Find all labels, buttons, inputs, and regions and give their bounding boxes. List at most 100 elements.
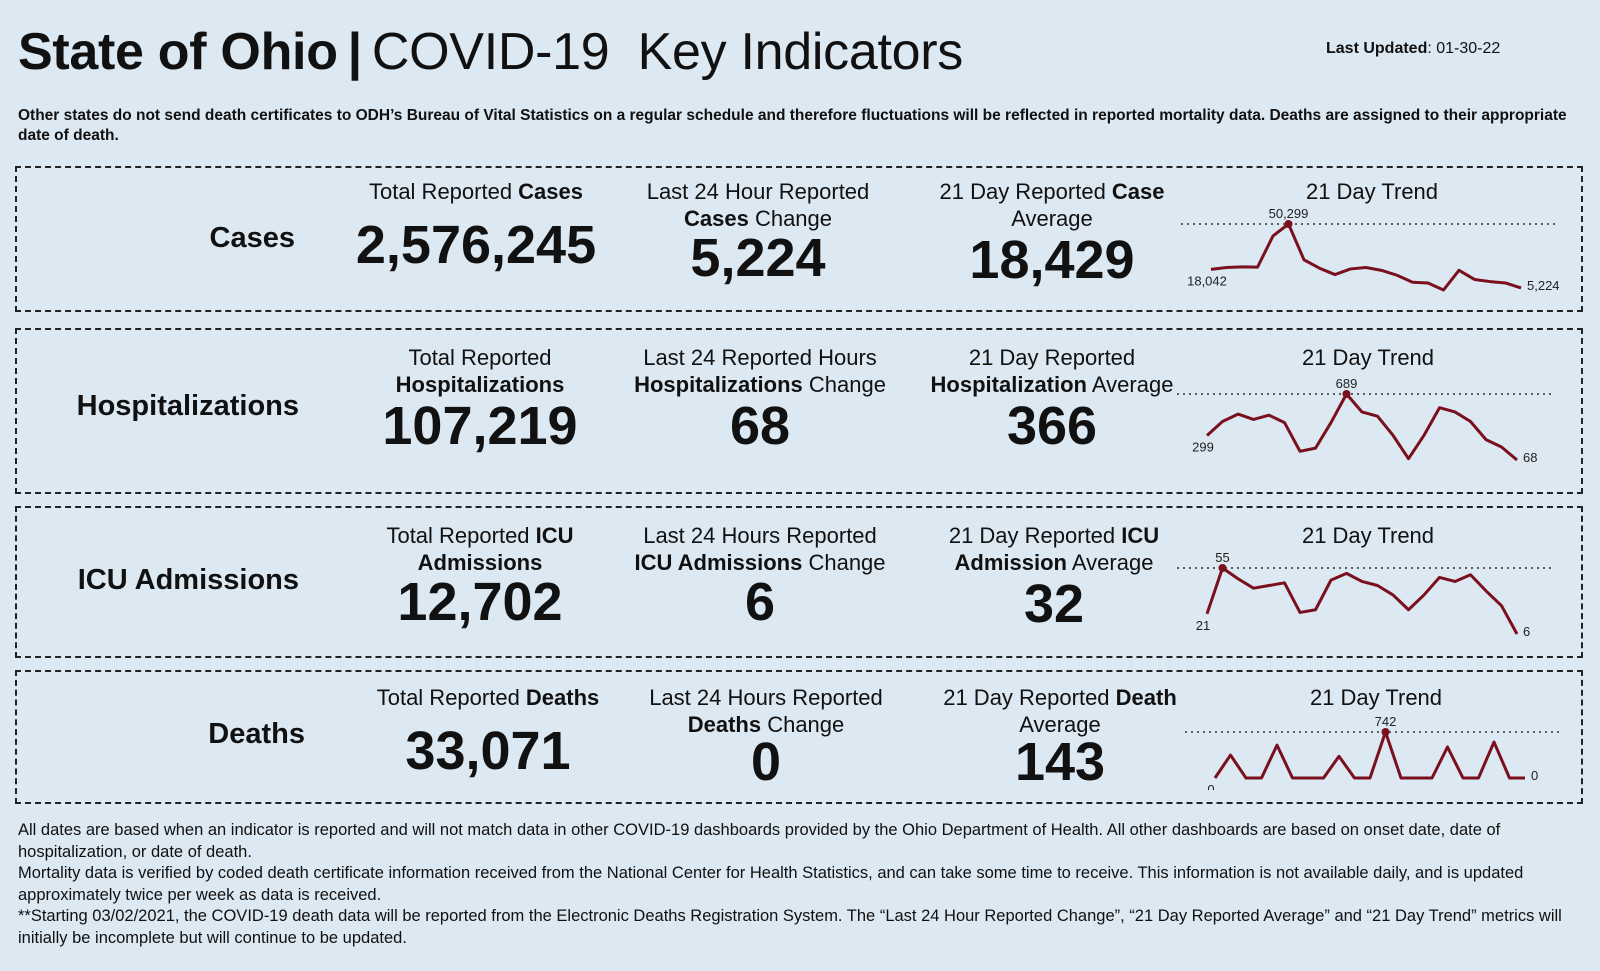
cases-avg-title-post: Average	[1011, 206, 1093, 231]
hospitalizations-avg-metric: 21 Day Reported Hospitalization Average 3…	[917, 344, 1187, 456]
last-updated-label: Last Updated	[1326, 40, 1428, 57]
icu-change-metric: Last 24 Hours Reported ICU Admissions Cha…	[625, 522, 895, 632]
cases-total-metric: Total Reported Cases 2,576,245	[341, 178, 611, 275]
hospitalizations-trend-line	[1205, 392, 1518, 462]
deaths-row-label: Deaths	[208, 718, 305, 750]
hospitalizations-trend-title: 21 Day Trend	[1301, 345, 1435, 370]
icu-change-value: 6	[744, 572, 776, 632]
hospitalizations-change-title-post: Change	[802, 372, 886, 397]
hospitalizations-avg-title: 21 Day Reported Hospitalization Average	[917, 344, 1187, 398]
bottom-note-1: All dates are based when an indicator is…	[18, 821, 1501, 861]
hospitalizations-total-value: 107,219	[382, 396, 578, 456]
icu-avg-title-bold: ICU	[1121, 523, 1160, 548]
icu-change-title: Last 24 Hours Reported ICU Admissions Cha…	[625, 522, 895, 576]
cases-trend-end-label: 5,224	[1527, 278, 1560, 293]
cases-avg-title: 21 Day Reported Case Average	[917, 178, 1187, 232]
top-disclaimer: Other states do not send death certifica…	[18, 107, 1567, 144]
icu-row-label: ICU Admissions	[77, 564, 299, 596]
icu-change-title-post: Change	[802, 550, 886, 575]
deaths-change-metric: Last 24 Hours Reported Deaths Change 0	[631, 684, 901, 792]
icu-change-title-text: Last 24 Hours Reported	[643, 523, 877, 548]
deaths-avg-title-post: Average	[1019, 712, 1101, 737]
bottom-notes: All dates are based when an indicator is…	[18, 820, 1588, 949]
hospitalizations-trend-point	[1342, 390, 1351, 398]
icu-total-title-bold: ICU	[535, 523, 574, 548]
icu-total-metric: Total Reported ICU Admissions 12,702	[345, 522, 615, 632]
hospitalizations-avg-title-bold: Hospitalization	[930, 372, 1087, 397]
cases-avg-value: 18,429	[969, 230, 1135, 290]
deaths-avg-title-text: 21 Day Reported	[943, 685, 1116, 710]
icu-trend-start-label: 21	[1196, 618, 1210, 633]
cases-total-value: 2,576,245	[355, 215, 597, 275]
cases-avg-title-text: 21 Day Reported	[939, 179, 1112, 204]
hospitalizations-avg-title-post: Average	[1087, 372, 1174, 397]
hospitalizations-change-value: 68	[729, 396, 791, 456]
deaths-change-value: 0	[750, 732, 782, 792]
deaths-panel: Deaths Total Reported Deaths 33,071 Last…	[15, 670, 1583, 804]
cases-total-title: Total Reported Cases	[341, 178, 611, 205]
icu-trend-end-label: 6	[1523, 624, 1530, 639]
deaths-avg-title: 21 Day Reported Death Average	[925, 684, 1195, 738]
hospitalizations-panel: Hospitalizations Total Reported Hospitali…	[15, 328, 1583, 494]
deaths-change-title: Last 24 Hours Reported Deaths Change	[631, 684, 901, 738]
cases-trend-line	[1210, 222, 1522, 292]
cases-total-title-text: Total Reported	[368, 179, 519, 204]
cases-trend: 21 Day Trend 18,042 50,299 5,224	[1181, 178, 1563, 293]
header: State of Ohio | COVID-19 Key Indicators La…	[18, 18, 1578, 88]
last-updated: Last Updated: 01-30-22	[1326, 40, 1500, 58]
deaths-change-title-text: Last 24 Hours Reported	[649, 685, 883, 710]
deaths-total-title-bold: Deaths	[525, 685, 600, 710]
cases-change-title-post: Change	[748, 206, 833, 231]
hospitalizations-change-title-bold: Hospitalizations	[634, 372, 803, 397]
hospitalizations-trend-max-label: 689	[1336, 376, 1358, 391]
cases-trend-start-label: 18,042	[1187, 273, 1227, 288]
hospitalizations-change-title: Last 24 Reported Hours Hospitalizations C…	[625, 344, 895, 398]
cases-change-title-text: Last 24 Hour Reported	[646, 179, 870, 204]
deaths-avg-metric: 21 Day Reported Death Average 143	[925, 684, 1195, 792]
title-state: State of Ohio	[18, 23, 338, 81]
deaths-total-title: Total Reported Deaths	[353, 684, 623, 711]
icu-avg-metric: 21 Day Reported ICU Admission Average 32	[919, 522, 1189, 634]
cases-change-title-bold: Cases	[683, 206, 749, 231]
deaths-trend-point	[1381, 728, 1390, 736]
hospitalizations-avg-value: 366	[1006, 396, 1098, 456]
title-separator: |	[347, 23, 363, 81]
deaths-total-title-text: Total Reported	[376, 685, 526, 710]
deaths-trend-end-label: 0	[1531, 768, 1538, 783]
last-updated-value: : 01-30-22	[1427, 40, 1501, 57]
cases-change-title: Last 24 Hour Reported Cases Change	[623, 178, 893, 232]
icu-trend-point	[1218, 564, 1227, 572]
hospitalizations-change-title-text: Last 24 Reported Hours	[643, 345, 877, 370]
deaths-trend-chart: 0 742 0	[1185, 714, 1561, 790]
hospitalizations-trend-chart: 299 689 68	[1177, 376, 1553, 465]
icu-avg-title-text: 21 Day Reported	[948, 523, 1122, 548]
cases-trend-title: 21 Day Trend	[1305, 179, 1439, 204]
icu-trend-line	[1205, 566, 1519, 635]
cases-panel: Cases Total Reported Cases 2,576,245 Las…	[15, 166, 1583, 312]
hospitalizations-trend: 21 Day Trend 299 689 68	[1177, 344, 1559, 465]
cases-row-label: Cases	[209, 222, 295, 254]
deaths-change-title-post: Change	[761, 712, 845, 737]
icu-trend-max-label: 55	[1215, 550, 1229, 565]
deaths-total-value: 33,071	[405, 721, 571, 781]
deaths-trend-start-label: 0	[1207, 782, 1214, 790]
icu-avg-title-post: Average	[1067, 550, 1154, 575]
cases-trend-point	[1284, 220, 1293, 228]
icu-total-title-line2: Admissions	[417, 550, 543, 575]
icu-change-title-bold: ICU Admissions	[634, 550, 803, 575]
cases-change-metric: Last 24 Hour Reported Cases Change 5,224	[623, 178, 893, 288]
deaths-trend-max-label: 742	[1375, 714, 1397, 729]
hospitalizations-total-title-bold: Hospitalizations	[395, 372, 565, 397]
hospitalizations-change-metric: Last 24 Reported Hours Hospitalizations C…	[625, 344, 895, 456]
bottom-note-2: Mortality data is verified by coded deat…	[18, 864, 1524, 904]
deaths-trend-title: 21 Day Trend	[1309, 685, 1443, 710]
icu-total-title-text: Total Reported	[386, 523, 536, 548]
icu-trend: 21 Day Trend 21 55 6	[1177, 522, 1559, 639]
cases-avg-title-bold: Case	[1111, 179, 1165, 204]
page-title: State of Ohio | COVID-19 Key Indicators	[18, 22, 963, 82]
hospitalizations-total-title: Total Reported Hospitalizations	[345, 344, 615, 398]
cases-total-title-bold: Cases	[518, 179, 584, 204]
icu-trend-chart: 21 55 6	[1177, 550, 1553, 639]
icu-panel: ICU Admissions Total Reported ICU Admissi…	[15, 506, 1583, 658]
deaths-trend: 21 Day Trend 0 742 0	[1185, 684, 1567, 790]
